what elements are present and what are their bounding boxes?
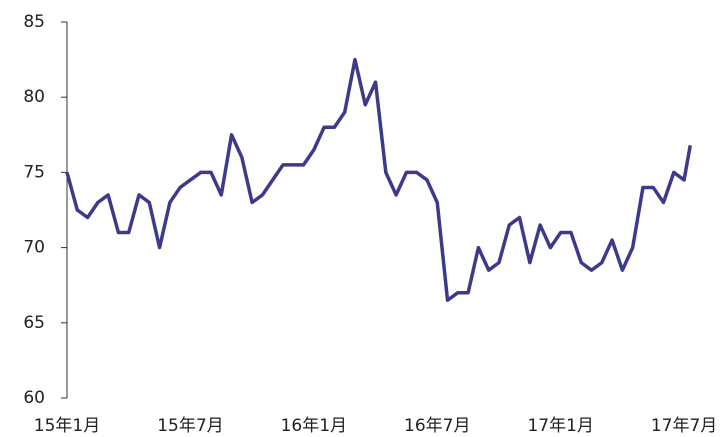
- y-tick-label: 70: [23, 238, 45, 258]
- x-tick-label: 16年1月: [281, 416, 347, 436]
- y-tick-label: 65: [23, 313, 45, 333]
- x-tick-label: 15年7月: [157, 416, 223, 436]
- y-tick-label: 60: [23, 388, 45, 408]
- x-tick-label: 15年1月: [34, 416, 100, 436]
- line-series: [65, 57, 692, 302]
- y-tick-label: 75: [23, 162, 45, 182]
- y-tick-label: 85: [23, 12, 45, 32]
- x-tick-label: 17年1月: [527, 416, 593, 436]
- x-tick-label: 16年7月: [404, 416, 470, 436]
- x-tick-label: 17年7月: [651, 416, 717, 436]
- y-tick-label: 80: [23, 87, 45, 107]
